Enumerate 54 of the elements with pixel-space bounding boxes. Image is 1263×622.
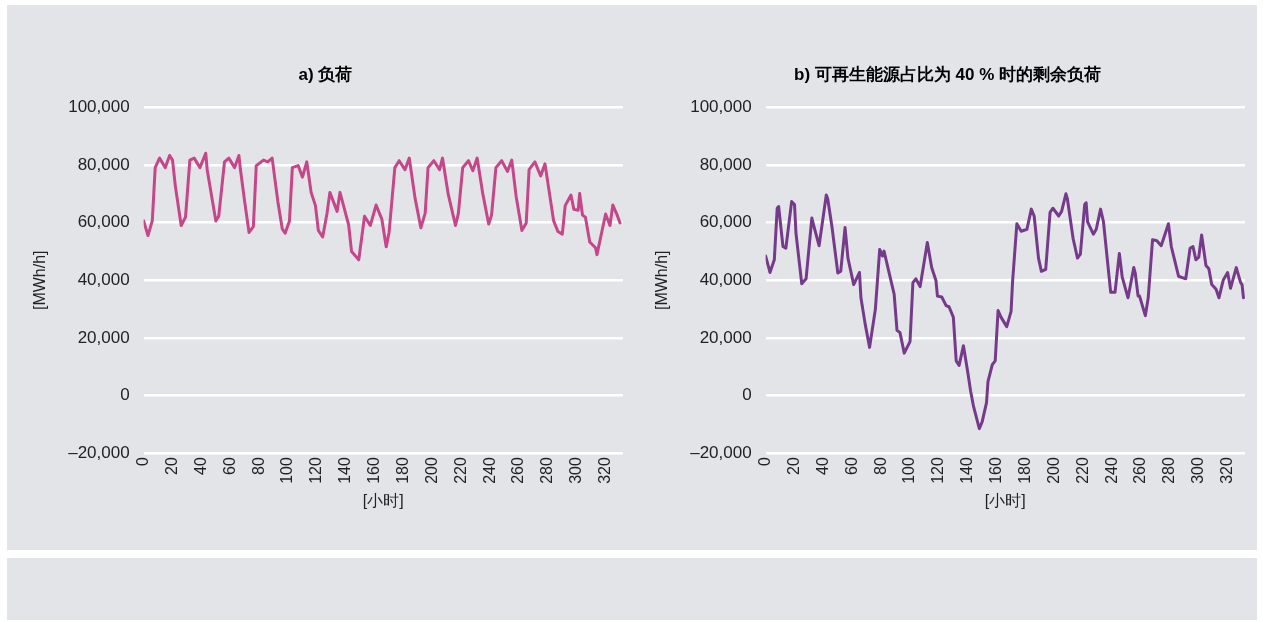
x-tick-label: 100: [900, 457, 918, 484]
y-tick-label: 100,000: [690, 97, 752, 117]
x-tick-label: 120: [307, 457, 325, 484]
x-tick-label: 100: [278, 457, 296, 484]
x-tick-label: 120: [929, 457, 947, 484]
x-tick-label: 140: [958, 457, 976, 484]
y-tick-label: 60,000: [699, 212, 752, 232]
y-tick-label: –20,000: [690, 442, 752, 462]
x-tick-label: 160: [365, 457, 383, 484]
x-tick-label: 320: [596, 457, 614, 484]
y-tick-label: 60,000: [77, 212, 130, 232]
x-tick-label: 140: [336, 457, 354, 484]
y-axis-title: [MWh/h]: [653, 250, 671, 311]
x-tick-label: 220: [1073, 457, 1091, 484]
x-tick-label: 60: [842, 457, 860, 475]
x-axis-title: [小时]: [362, 491, 404, 509]
x-tick-label: 180: [1015, 457, 1033, 484]
y-tick-label: –20,000: [68, 442, 130, 462]
x-tick-label: 40: [191, 457, 209, 475]
x-tick-label: 320: [1218, 457, 1236, 484]
x-tick-label: 260: [509, 457, 527, 484]
x-tick-label: 160: [987, 457, 1005, 484]
x-axis-title: [小时]: [984, 491, 1026, 509]
x-tick-label: 0: [756, 457, 774, 467]
x-tick-label: 280: [538, 457, 556, 484]
y-tick-label: 0: [120, 385, 130, 405]
y-tick-label: 0: [742, 385, 752, 405]
x-tick-label: 240: [1102, 457, 1120, 484]
x-tick-label: 300: [567, 457, 585, 484]
x-tick-label: 40: [813, 457, 831, 475]
y-tick-label: 20,000: [699, 327, 752, 347]
x-tick-label: 80: [249, 457, 267, 475]
x-tick-label: 220: [451, 457, 469, 484]
x-tick-label: 200: [422, 457, 440, 484]
y-tick-label: 40,000: [699, 269, 752, 289]
x-tick-label: 260: [1131, 457, 1149, 484]
x-tick-label: 280: [1160, 457, 1178, 484]
x-tick-label: 0: [134, 457, 152, 467]
x-tick-label: 180: [393, 457, 411, 484]
y-tick-label: 100,000: [68, 97, 130, 117]
x-tick-label: 20: [784, 457, 802, 475]
chart-title: a) 负荷: [298, 64, 353, 84]
y-axis-title: [MWh/h]: [31, 250, 49, 311]
x-tick-label: 300: [1189, 457, 1207, 484]
x-tick-label: 200: [1044, 457, 1062, 484]
x-tick-label: 20: [162, 457, 180, 475]
x-tick-label: 80: [871, 457, 889, 475]
chart-title: b) 可再生能源占比为 40 % 时的剩余负荷: [794, 64, 1101, 84]
y-tick-label: 20,000: [77, 327, 130, 347]
y-tick-label: 80,000: [699, 154, 752, 174]
y-tick-label: 80,000: [77, 154, 130, 174]
y-tick-label: 40,000: [77, 269, 130, 289]
x-tick-label: 60: [220, 457, 238, 475]
x-tick-label: 240: [480, 457, 498, 484]
